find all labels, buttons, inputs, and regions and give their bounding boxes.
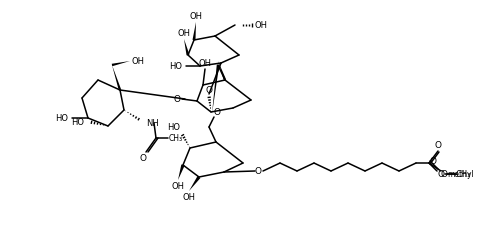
Polygon shape [193,22,196,40]
Text: OH: OH [190,11,202,20]
Text: O: O [440,170,448,179]
Polygon shape [184,39,189,55]
Text: OH: OH [132,57,145,65]
Text: OH: OH [178,28,191,38]
Text: NH: NH [146,119,159,127]
Text: OH: OH [171,182,184,190]
Polygon shape [112,61,130,66]
Text: CH₃: CH₃ [169,133,183,142]
Text: OH: OH [255,20,268,29]
Text: HO: HO [169,62,182,70]
Text: O: O [173,95,180,104]
Text: O: O [429,157,437,166]
Text: O: O [139,153,147,163]
Text: O: O [206,85,212,95]
Polygon shape [218,61,226,80]
Text: HO: HO [167,123,180,131]
Polygon shape [112,65,121,90]
Text: OH: OH [182,192,196,201]
Text: HO: HO [55,114,68,123]
Text: HO: HO [71,118,84,126]
Text: methyl: methyl [448,170,474,179]
Polygon shape [178,164,185,180]
Polygon shape [189,176,200,191]
Text: O: O [213,108,221,117]
Text: OH: OH [198,59,212,67]
Text: O: O [435,140,441,149]
Text: O: O [255,167,261,176]
Text: CH₃: CH₃ [455,170,471,179]
Text: O: O [438,170,444,179]
Polygon shape [212,65,219,114]
